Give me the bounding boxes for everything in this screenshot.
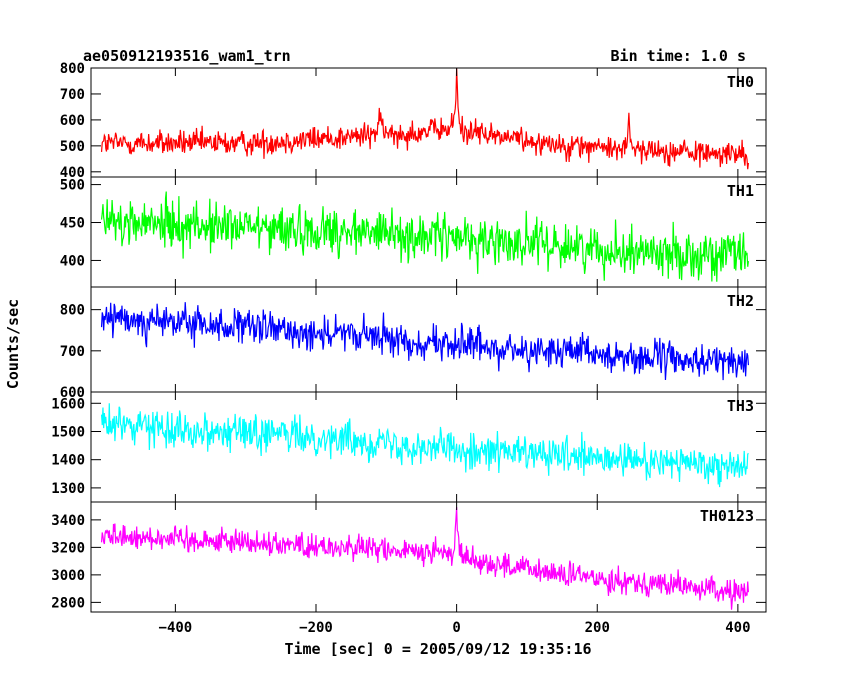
y-tick-label: 800 <box>60 303 85 319</box>
x-tick-label: −200 <box>299 620 333 636</box>
y-tick-label: 700 <box>60 344 85 360</box>
chart-title: ae050912193516_wam1_trn <box>83 47 291 65</box>
y-tick-label: 700 <box>60 87 85 103</box>
series-line-th2 <box>100 302 750 381</box>
y-tick-label: 1400 <box>51 453 85 469</box>
y-tick-label: 450 <box>60 216 85 232</box>
panel-frame-th1 <box>90 176 767 288</box>
panel-frame-th0123 <box>90 501 767 613</box>
x-tick-label: 0 <box>452 620 460 636</box>
y-tick-label: 600 <box>60 113 85 129</box>
panel-label-th0: TH0 <box>727 73 754 91</box>
x-axis-label: Time [sec] 0 = 2005/09/12 19:35:16 <box>284 640 591 658</box>
bin-time-label: Bin time: 1.0 s <box>611 47 746 65</box>
y-axis-label: Counts/sec <box>4 299 22 389</box>
series-line-th0 <box>100 68 750 170</box>
y-tick-label: 400 <box>60 165 85 181</box>
y-tick-label: 3200 <box>51 540 85 556</box>
y-tick-label: 500 <box>60 139 85 155</box>
x-tick-label: 200 <box>585 620 610 636</box>
y-tick-label: 1600 <box>51 396 85 412</box>
y-tick-label: 600 <box>60 385 85 401</box>
y-tick-label: 1500 <box>51 424 85 440</box>
series-line-th1 <box>100 191 750 282</box>
panel-frames <box>90 67 767 613</box>
y-tick-label: 3400 <box>51 513 85 529</box>
series-lines <box>100 68 750 610</box>
panel-label-th3: TH3 <box>727 397 754 415</box>
series-line-th3 <box>100 403 749 488</box>
axis-ticks: TH0400500600700800TH1400450500TH26007008… <box>51 61 766 636</box>
panel-label-th2: TH2 <box>727 292 754 310</box>
panel-label-th1: TH1 <box>727 182 754 200</box>
y-tick-label: 500 <box>60 178 85 194</box>
y-tick-label: 2800 <box>51 595 85 611</box>
y-tick-label: 3000 <box>51 568 85 584</box>
y-tick-label: 1300 <box>51 481 85 497</box>
x-tick-label: 400 <box>725 620 750 636</box>
x-tick-label: −400 <box>159 620 193 636</box>
y-tick-label: 800 <box>60 61 85 77</box>
series-line-th0123 <box>100 507 750 610</box>
panel-label-th0123: TH0123 <box>700 507 754 525</box>
y-tick-label: 400 <box>60 253 85 269</box>
